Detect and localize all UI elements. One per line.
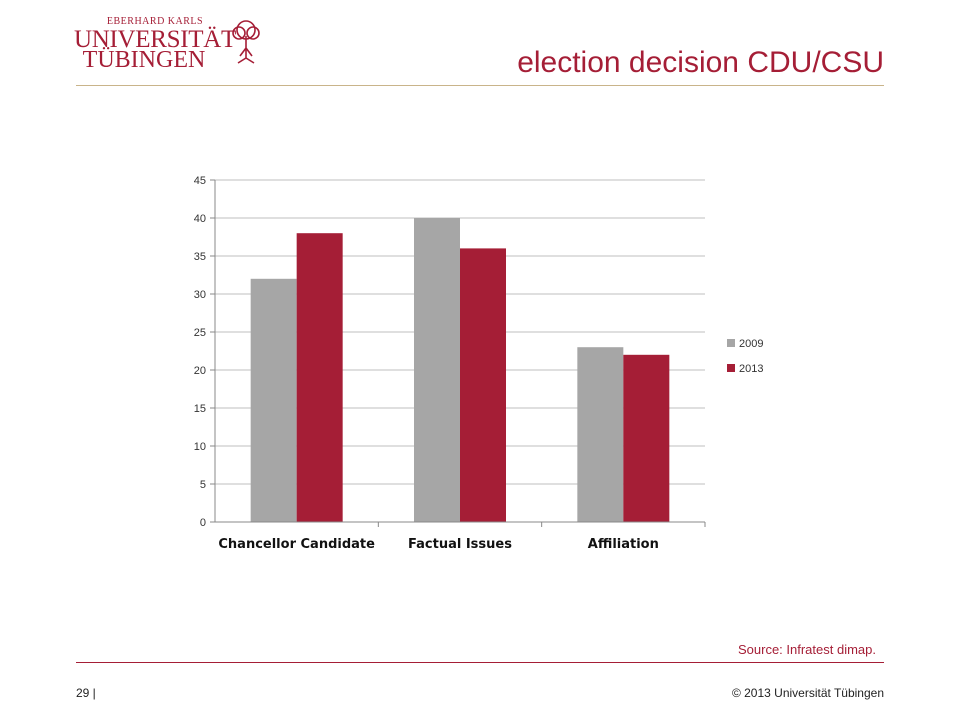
category-label: Factual Issues xyxy=(408,537,512,552)
y-tick-label: 15 xyxy=(194,403,206,415)
category-labels: Chancellor Candidate Factual Issues Affili… xyxy=(218,537,659,552)
chart-axis xyxy=(214,180,706,527)
page-number: 29 | xyxy=(76,686,96,700)
y-tick-label: 35 xyxy=(194,251,206,263)
header-divider xyxy=(76,85,884,86)
category-label: Chancellor Candidate xyxy=(218,537,375,552)
chart-bars xyxy=(250,218,670,522)
bar-2009-1 xyxy=(414,218,460,522)
bar-2013-1 xyxy=(460,248,506,522)
y-tick-label: 10 xyxy=(194,441,206,453)
bar-2009-0 xyxy=(250,278,297,522)
logo-line-small: EBERHARD KARLS xyxy=(106,16,204,27)
slide-title: election decision CDU/CSU xyxy=(517,46,884,79)
category-label: Affiliation xyxy=(588,537,659,552)
y-tick-label: 45 xyxy=(194,175,206,187)
bar-chart: 0 5 10 15 20 25 30 35 40 45 Chancellor Candidate F… xyxy=(194,175,764,552)
y-tick-label: 25 xyxy=(194,327,206,339)
logo-line-1: UNIVERSITÄT xyxy=(74,26,236,53)
copyright-text: © 2013 Universität Tübingen xyxy=(731,686,884,700)
source-note: Source: Infratest dimap. xyxy=(737,642,876,657)
chart-legend: 2009 2013 xyxy=(727,338,763,375)
legend-label-2013: 2013 xyxy=(739,363,763,375)
bar-2013-0 xyxy=(296,233,343,522)
y-tick-label: 30 xyxy=(194,289,206,301)
legend-swatch-2013 xyxy=(727,364,735,372)
legend-label-2009: 2009 xyxy=(739,338,763,350)
bar-2013-2 xyxy=(623,354,670,522)
bar-2009-2 xyxy=(577,347,624,522)
y-tick-label: 20 xyxy=(194,365,206,377)
y-tick-label: 40 xyxy=(194,213,206,225)
footer-divider xyxy=(76,662,884,663)
university-logo: EBERHARD KARLS UNIVERSITÄT TÜBINGEN xyxy=(70,14,270,74)
y-axis-ticks: 0 5 10 15 20 25 30 35 40 45 xyxy=(194,175,215,529)
logo-line-2: TÜBINGEN xyxy=(82,47,206,73)
legend-swatch-2009 xyxy=(727,339,735,347)
y-tick-label: 0 xyxy=(200,517,206,529)
tree-icon xyxy=(232,20,260,64)
y-tick-label: 5 xyxy=(200,479,206,491)
